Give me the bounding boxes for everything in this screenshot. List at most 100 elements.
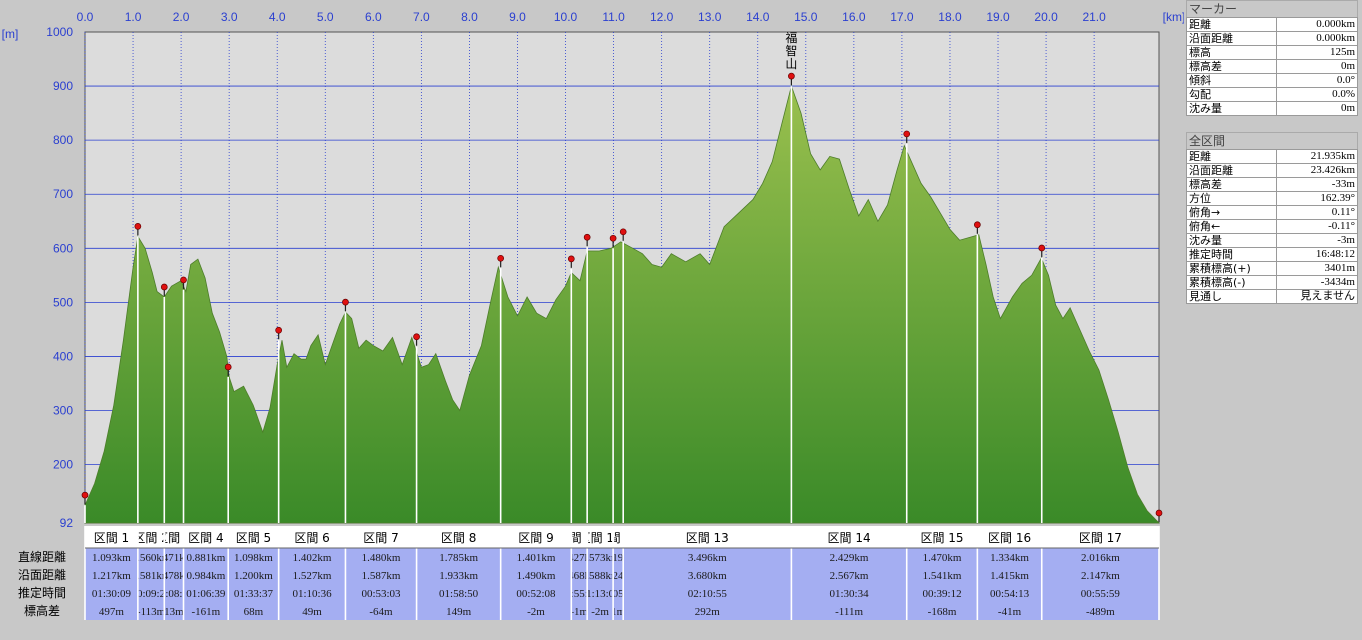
segment-value: 01:10:36 <box>292 588 332 600</box>
segment-value: 1.415km <box>990 570 1029 582</box>
segment-label: 区間 2 <box>133 531 168 545</box>
marker-info-row: 距離 0.000km <box>1185 17 1358 32</box>
segment-value: 1.480km <box>362 552 401 564</box>
segment-label: 区間 11 <box>579 531 622 545</box>
segment-value: 2.147km <box>1081 570 1120 582</box>
total-info-value: -33m <box>1276 177 1358 192</box>
marker-point <box>567 255 575 263</box>
segment-value: 1.527km <box>293 570 332 582</box>
marker-point <box>180 276 187 284</box>
segment-value: 49m <box>302 606 322 618</box>
x-tick-label: 0.0 <box>77 10 94 24</box>
marker-point <box>81 491 89 499</box>
peak-label-char: 福 <box>785 30 797 45</box>
marker-info-row: 傾斜 0.0° <box>1185 73 1358 88</box>
total-info-label: 標高差 <box>1185 177 1278 192</box>
marker-point <box>275 326 283 334</box>
segment-value: 3.680km <box>688 570 727 582</box>
segment-value: 00:55:00 <box>560 588 600 600</box>
total-info-label: 沿面距離 <box>1185 163 1278 178</box>
marker-point <box>609 234 617 242</box>
x-unit-label: [km] <box>1163 10 1184 24</box>
y-tick-label: 700 <box>53 187 73 201</box>
total-info-label: 俯角← <box>1185 219 1278 234</box>
y-tick-label: 200 <box>53 458 73 472</box>
segment-value: 0.427km <box>560 552 599 564</box>
segment-value: -111m <box>835 606 863 618</box>
marker-panel: マーカー 距離 0.000km 沿面距離 0.000km 標高 125m 標高差 0m 傾斜 0.… <box>1185 0 1358 116</box>
segment-row-label: 沿面距離 <box>18 568 66 582</box>
marker-info-label: 勾配 <box>1185 87 1278 102</box>
segment-value: 01:30:34 <box>829 588 869 600</box>
segment-value: 1.587km <box>362 570 401 582</box>
segment-value: 0.881km <box>186 552 225 564</box>
total-info-row: 標高差 -33m <box>1185 177 1358 192</box>
marker-info-label: 標高 <box>1185 45 1278 60</box>
marker-point <box>497 254 505 262</box>
marker-point <box>619 228 627 236</box>
y-tick-label: 1000 <box>46 25 73 39</box>
total-info-row: 累積標高(-) -3434m <box>1185 275 1358 290</box>
segment-value: 1.470km <box>923 552 962 564</box>
x-tick-label: 19.0 <box>986 10 1010 24</box>
segment-label: 区間 1 <box>94 531 129 545</box>
marker-info-value: 0.0% <box>1276 87 1358 102</box>
segment-value: 00:08:43 <box>154 588 194 600</box>
total-info-row: 方位 162.39° <box>1185 191 1358 206</box>
marker-info-table: 距離 0.000km 沿面距離 0.000km 標高 125m 標高差 0m 傾斜 0.0° 勾配 0… <box>1185 17 1358 116</box>
total-info-value: 3401m <box>1276 261 1358 276</box>
total-info-row: 沿面距離 23.426km <box>1185 163 1358 178</box>
x-tick-label: 12.0 <box>650 10 674 24</box>
x-tick-label: 5.0 <box>317 10 334 24</box>
total-info-value: -0.11° <box>1276 219 1358 234</box>
segment-value: 1.541km <box>923 570 962 582</box>
segment-value: 0.984km <box>186 570 225 582</box>
segment-value: 0.471km <box>154 552 193 564</box>
total-info-label: 沈み量 <box>1185 233 1278 248</box>
segment-value: 1.200km <box>234 570 273 582</box>
total-info-row: 推定時間 16:48:12 <box>1185 247 1358 262</box>
segment-value: 00:55:59 <box>1081 588 1121 600</box>
marker-info-value: 0m <box>1276 59 1358 74</box>
y-tick-label: 92 <box>60 516 74 530</box>
elevation-profile-chart[interactable]: 0.0 1.0 2.0 3.0 4.0 5.0 6.0 7.0 8.0 9.0 10.0 11.0 12… <box>0 0 1184 640</box>
segment-value: 2.016km <box>1081 552 1120 564</box>
segment-value: 1.490km <box>517 570 556 582</box>
total-info-value: 21.935km <box>1276 149 1358 164</box>
y-tick-label: 900 <box>53 79 73 93</box>
segment-value: 1.334km <box>990 552 1029 564</box>
marker-info-label: 沈み量 <box>1185 101 1278 116</box>
segment-label: 区間 9 <box>518 531 553 545</box>
segment-value: -168m <box>928 606 957 618</box>
segment-value: 2.567km <box>830 570 869 582</box>
x-tick-label: 16.0 <box>842 10 866 24</box>
segment-value: 00:09:27 <box>132 588 172 600</box>
y-tick-label: 300 <box>53 404 73 418</box>
segment-label: 区間 5 <box>236 531 271 545</box>
x-tick-label: 2.0 <box>173 10 190 24</box>
marker-point <box>160 283 168 291</box>
marker-point <box>974 221 981 229</box>
marker-info-row: 標高 125m <box>1185 45 1358 60</box>
marker-info-label: 傾斜 <box>1185 73 1278 88</box>
x-tick-label: 15.0 <box>794 10 818 24</box>
peak-label-char: 智 <box>785 43 797 58</box>
segment-value: 1.933km <box>439 570 478 582</box>
marker-point <box>224 363 232 371</box>
total-info-value: -3434m <box>1276 275 1358 290</box>
segment-label: 区間 16 <box>988 531 1031 545</box>
marker-point <box>1155 509 1163 517</box>
segment-value: 01:30:09 <box>92 588 132 600</box>
segment-value: -113m <box>137 606 166 618</box>
total-info-value: 16:48:12 <box>1276 247 1358 262</box>
segment-value: 00:54:13 <box>990 588 1030 600</box>
segment-label: 区間 13 <box>686 531 729 545</box>
segment-label: 区間 8 <box>441 531 476 545</box>
segment-value: 1.785km <box>439 552 478 564</box>
segment-label: 区間 7 <box>363 531 398 545</box>
segment-value: -489m <box>1086 606 1115 618</box>
segment-value: 0.478km <box>154 570 193 582</box>
total-info-label: 累積標高(-) <box>1185 275 1278 290</box>
x-tick-label: 21.0 <box>1082 10 1106 24</box>
segment-value: 1.402km <box>293 552 332 564</box>
